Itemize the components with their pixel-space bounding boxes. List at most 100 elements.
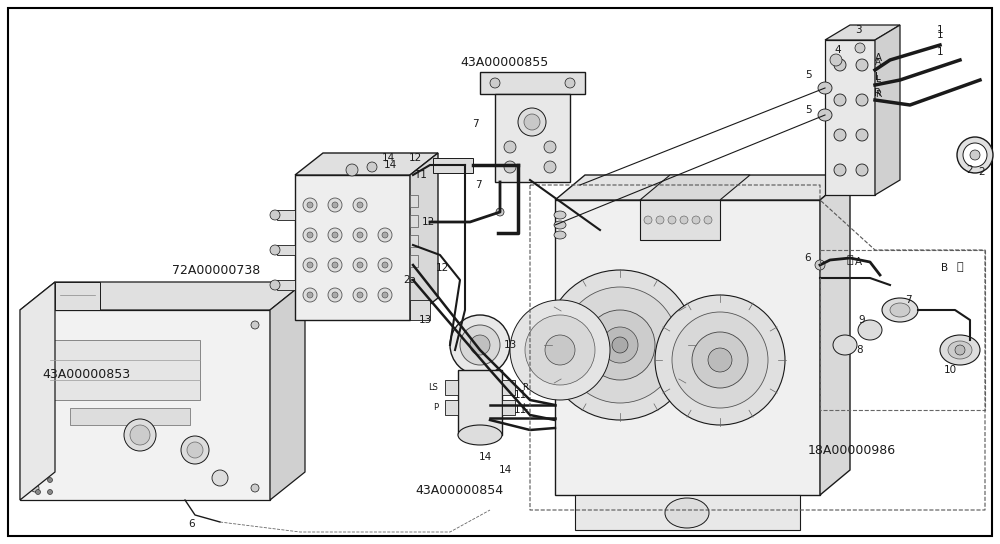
Ellipse shape [692,332,748,388]
Ellipse shape [460,325,500,365]
Ellipse shape [602,327,638,363]
Polygon shape [277,245,295,255]
Ellipse shape [270,245,280,255]
Ellipse shape [524,114,540,130]
Polygon shape [825,40,875,195]
Polygon shape [55,282,100,310]
Polygon shape [575,495,800,530]
Polygon shape [502,380,515,395]
Ellipse shape [562,287,678,403]
Polygon shape [277,210,295,220]
Ellipse shape [963,143,987,167]
Polygon shape [410,300,430,320]
Ellipse shape [504,141,516,153]
Text: A: A [875,58,881,67]
Ellipse shape [668,216,676,224]
Text: L: L [876,75,881,84]
Ellipse shape [510,300,610,400]
Text: Ⓐ: Ⓐ [847,255,853,265]
Text: 14: 14 [381,153,395,163]
Ellipse shape [36,490,40,494]
Ellipse shape [124,419,156,451]
Text: 10: 10 [943,365,957,375]
Ellipse shape [353,288,367,302]
Ellipse shape [357,292,363,298]
Polygon shape [433,158,473,173]
Ellipse shape [554,211,566,219]
Ellipse shape [328,198,342,212]
Ellipse shape [346,164,358,176]
Ellipse shape [656,216,664,224]
Ellipse shape [948,341,972,359]
Ellipse shape [554,221,566,229]
Text: 8: 8 [857,345,863,355]
Ellipse shape [834,164,846,176]
Ellipse shape [585,310,655,380]
Ellipse shape [357,202,363,208]
Polygon shape [50,340,200,400]
Ellipse shape [303,228,317,242]
Polygon shape [555,200,820,495]
Polygon shape [410,235,418,247]
Polygon shape [555,175,850,200]
Ellipse shape [303,258,317,272]
Ellipse shape [270,280,280,290]
Text: L: L [522,403,527,411]
Ellipse shape [378,228,392,242]
Ellipse shape [834,94,846,106]
Ellipse shape [834,59,846,71]
Ellipse shape [655,295,785,425]
Text: 12: 12 [408,153,422,163]
Ellipse shape [307,232,313,238]
Polygon shape [20,310,270,500]
Ellipse shape [834,129,846,141]
Ellipse shape [353,198,367,212]
Ellipse shape [328,288,342,302]
Ellipse shape [644,216,652,224]
Ellipse shape [382,262,388,268]
Ellipse shape [858,320,882,340]
Text: 14: 14 [478,452,492,462]
Text: R: R [522,384,528,393]
Ellipse shape [672,312,768,408]
Ellipse shape [307,202,313,208]
Text: 7: 7 [905,295,911,305]
Ellipse shape [490,78,500,88]
Text: B: B [941,263,949,273]
Text: 1: 1 [937,47,943,57]
Ellipse shape [251,484,259,492]
Polygon shape [820,175,850,495]
Text: 5: 5 [805,70,811,80]
Ellipse shape [48,490,52,494]
Ellipse shape [332,202,338,208]
Ellipse shape [554,231,566,239]
Ellipse shape [130,425,150,445]
Ellipse shape [450,315,510,375]
Polygon shape [70,408,190,425]
Ellipse shape [332,232,338,238]
Text: 72A00000738: 72A00000738 [172,263,260,276]
Polygon shape [495,94,570,182]
Polygon shape [458,370,502,435]
Polygon shape [295,153,438,175]
Ellipse shape [382,292,388,298]
Polygon shape [445,380,458,395]
Polygon shape [445,400,458,415]
Text: 4: 4 [835,45,841,55]
Ellipse shape [470,335,490,355]
Polygon shape [502,400,515,415]
Ellipse shape [855,43,865,53]
Ellipse shape [680,216,688,224]
Ellipse shape [357,232,363,238]
Text: 11: 11 [513,390,527,400]
Ellipse shape [303,288,317,302]
Text: 1: 1 [937,30,943,40]
Text: 43A00000853: 43A00000853 [42,368,130,381]
Polygon shape [825,25,900,40]
Text: 43A00000854: 43A00000854 [415,484,503,497]
Text: 6: 6 [189,519,195,529]
Text: 9: 9 [859,315,865,325]
Ellipse shape [212,470,228,486]
Text: 43A00000855: 43A00000855 [460,57,548,70]
Ellipse shape [307,292,313,298]
